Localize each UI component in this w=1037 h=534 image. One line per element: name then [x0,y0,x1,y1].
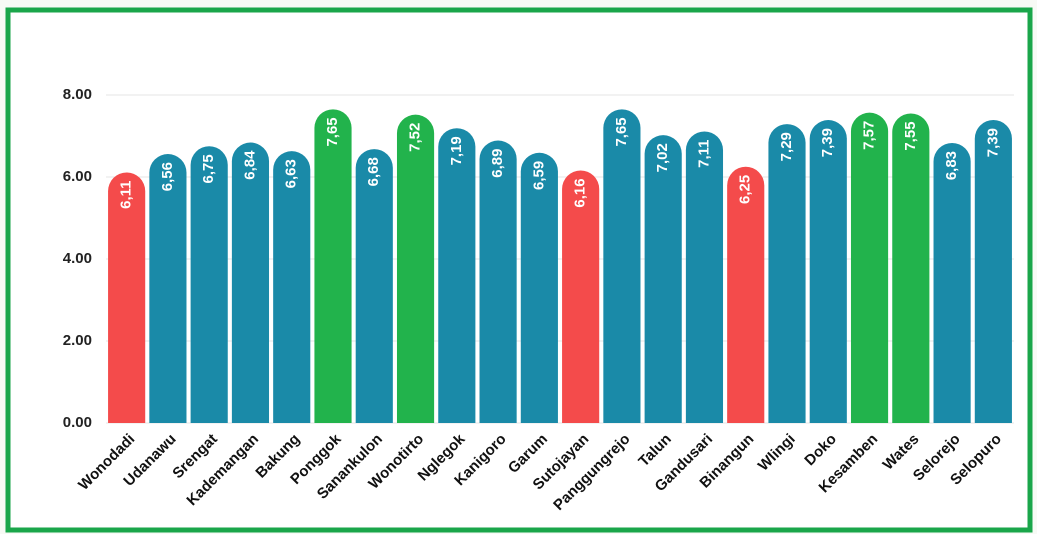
bar [520,152,558,423]
bar [562,170,600,423]
value-label: 6,84 [241,150,258,180]
value-label: 6,16 [572,178,589,207]
value-label: 6,59 [530,161,547,190]
bar [850,112,889,424]
bar [685,131,724,424]
value-label: 7,55 [902,121,919,150]
bar [314,109,352,423]
value-label: 7,65 [613,117,630,146]
y-tick-label: 8.00 [63,86,92,103]
bar [273,151,311,424]
bar [892,113,930,424]
value-label: 7,52 [407,123,424,152]
bar [974,120,1012,423]
bar [355,149,393,424]
value-label: 7,19 [448,136,465,165]
y-tick-label: 6.00 [63,168,92,185]
bar [768,124,806,424]
bar [479,140,517,424]
value-label: 6,11 [118,180,135,208]
y-tick-label: 4.00 [63,250,92,267]
value-label: 6,63 [283,159,300,188]
y-tick-label: 2.00 [63,332,92,349]
value-label: 7,57 [861,121,878,150]
bar [809,120,847,424]
bar [149,154,187,424]
value-label: 7,02 [654,143,671,172]
value-label: 6,56 [159,162,176,191]
value-label: 6,89 [489,149,506,178]
y-tick-label: 0.00 [63,414,92,431]
bar [190,146,228,423]
bar [396,114,435,423]
value-label: 7,11 [695,139,712,167]
value-label: 7,29 [778,132,795,161]
value-label: 6,83 [943,151,960,180]
value-label: 7,39 [984,128,1001,157]
value-label: 7,39 [819,128,836,157]
value-label: 6,25 [737,175,754,204]
bar [644,135,682,423]
value-label: 6,68 [365,157,382,186]
bar [438,128,476,423]
bar [231,142,270,423]
value-label: 7,65 [324,117,341,146]
value-label: 6,75 [200,154,217,183]
bar [108,172,146,423]
bar [603,109,641,423]
bar [727,166,765,423]
bar [933,142,971,423]
